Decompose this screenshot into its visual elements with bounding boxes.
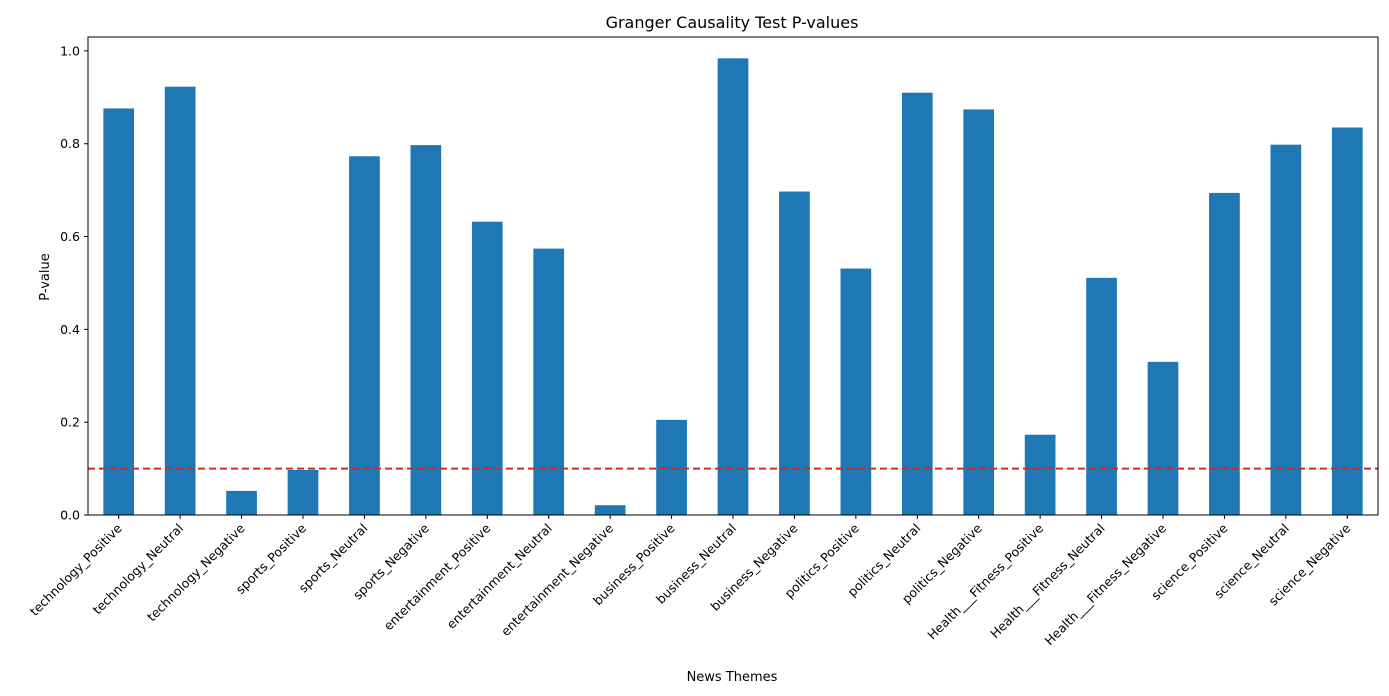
- bar-science_Negative: [1331, 127, 1363, 515]
- bar-business_Positive: [656, 419, 687, 515]
- y-tick-label: 0.6: [60, 229, 80, 244]
- x-tick-label: entertainment_Neutral: [444, 521, 555, 632]
- bar-Health___Fitness_Negative: [1147, 361, 1179, 515]
- bar-sports_Neutral: [349, 156, 380, 515]
- y-tick-label: 1.0: [60, 43, 80, 58]
- bar-sports_Negative: [410, 145, 442, 515]
- bar-technology_Neutral: [164, 86, 196, 515]
- chart-title: Granger Causality Test P-values: [606, 13, 859, 32]
- x-axis-label: News Themes: [687, 670, 778, 685]
- bar-business_Neutral: [717, 58, 749, 515]
- bar-business_Negative: [779, 191, 810, 516]
- bar-sports_Positive: [287, 469, 319, 515]
- x-tick-label: Health___Fitness_Negative: [1042, 520, 1170, 648]
- bar-Health___Fitness_Positive: [1024, 434, 1056, 515]
- bar-politics_Positive: [840, 268, 872, 515]
- y-tick-label: 0.4: [60, 322, 80, 337]
- x-tick-label: Health___Fitness_Neutral: [987, 521, 1108, 642]
- bar-technology_Positive: [103, 108, 135, 515]
- y-tick-label: 0.8: [60, 136, 80, 151]
- y-tick-label: 0.2: [60, 415, 80, 430]
- plot-area: 0.00.20.40.60.81.0technology_Positivetec…: [27, 36, 1379, 648]
- x-tick-label: Health___Fitness_Positive: [924, 520, 1046, 642]
- bar-politics_Neutral: [901, 92, 933, 515]
- bar-technology_Negative: [226, 490, 257, 515]
- y-axis-label: P-value: [38, 253, 53, 300]
- x-tick-label: entertainment_Negative: [498, 520, 617, 639]
- bar-entertainment_Negative: [594, 505, 626, 515]
- bar-entertainment_Positive: [471, 221, 503, 515]
- bar-entertainment_Neutral: [533, 248, 565, 515]
- bar-Health___Fitness_Neutral: [1086, 277, 1117, 515]
- bar-science_Neutral: [1270, 144, 1302, 516]
- y-tick-label: 0.0: [60, 508, 80, 523]
- bar-politics_Negative: [963, 109, 995, 516]
- x-tick-label: entertainment_Positive: [381, 520, 494, 633]
- bar-science_Positive: [1209, 192, 1240, 515]
